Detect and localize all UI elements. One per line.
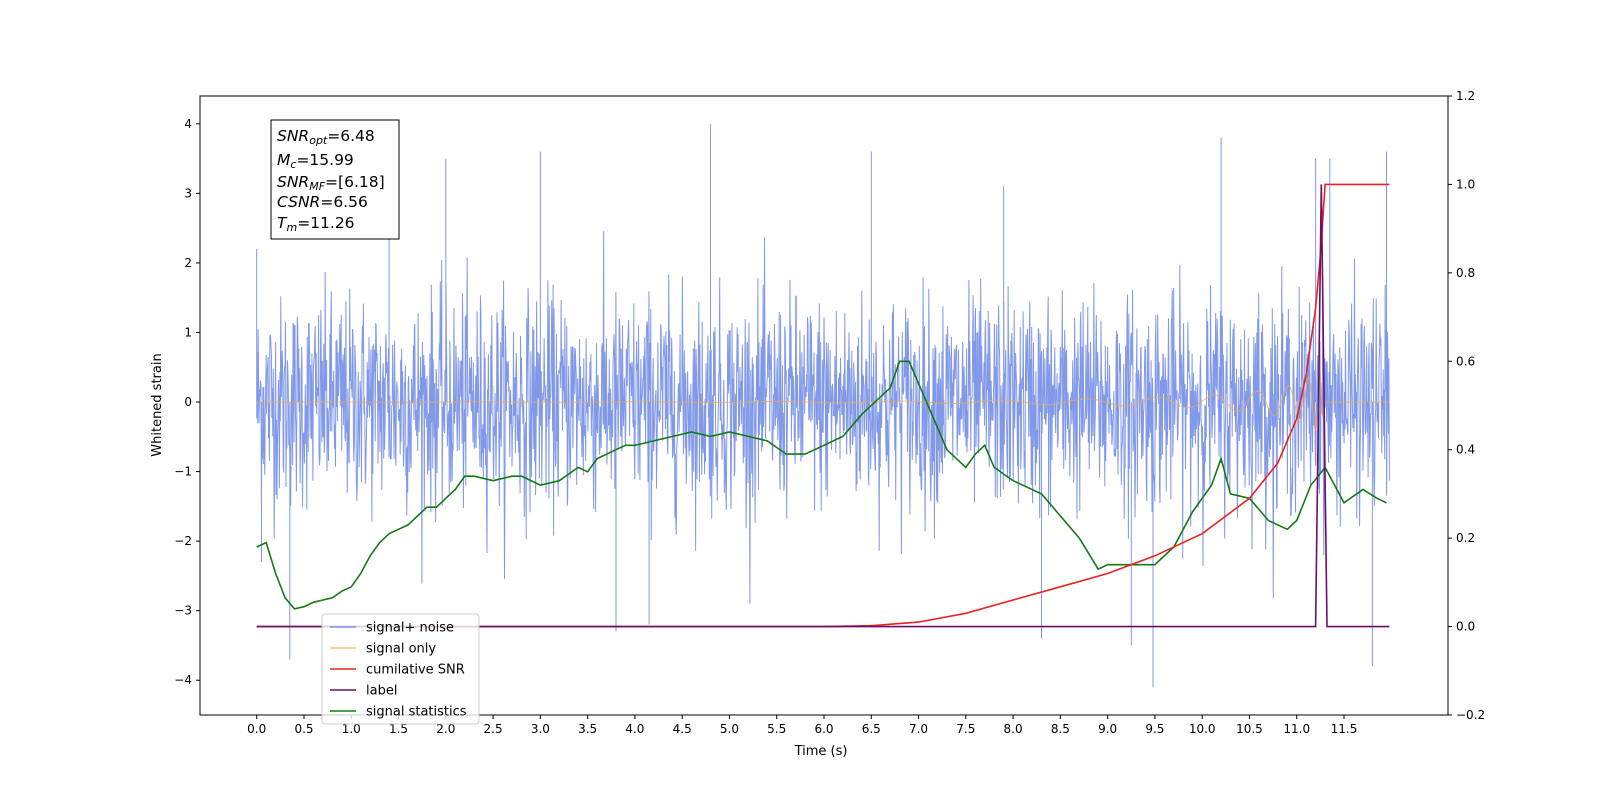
- y-right-axis: 1.2 1.0 0.8 0.6 0.4 0.2 0.0 −0.2: [1448, 89, 1485, 722]
- y-right-tick-label: 0.8: [1456, 266, 1475, 280]
- info-label: SNR: [277, 127, 309, 145]
- series-signal-statistics: [256, 360, 1387, 610]
- x-tick-label: 5.5: [767, 722, 786, 736]
- info-label: CSNR: [277, 193, 320, 211]
- info-label-subscript: opt: [309, 134, 328, 147]
- x-tick-label: 0.5: [294, 722, 313, 736]
- x-tick-label: 6.0: [814, 722, 833, 736]
- y-right-tick-label: 0.2: [1456, 531, 1475, 545]
- info-label: M: [277, 151, 290, 169]
- x-tick-label: 6.5: [862, 722, 881, 736]
- legend-item-label: label: [366, 684, 397, 699]
- series-signal-noise: [256, 123, 1390, 688]
- y-right-tick-label: 0.6: [1456, 354, 1475, 368]
- legend-frame: [321, 613, 480, 725]
- x-tick-label: 2.5: [484, 722, 503, 736]
- y-left-tick-label: −2: [174, 534, 192, 548]
- y-left-tick-label: 4: [184, 117, 192, 131]
- info-box-line: Mc=15.99: [277, 151, 354, 171]
- info-box-line: SNRMF=[6.18]: [277, 173, 385, 193]
- x-tick-label: 10.0: [1189, 722, 1216, 736]
- info-box-line: CSNR=6.56: [277, 193, 368, 211]
- x-tick-label: 3.0: [531, 722, 550, 736]
- y-left-axis: 4 3 2 1 0 −1 −2 −3 −4: [174, 117, 200, 687]
- x-tick-label: 1.5: [389, 722, 408, 736]
- y-left-tick-label: −3: [174, 604, 192, 618]
- info-label-subscript: m: [286, 221, 297, 234]
- info-label: T: [277, 214, 288, 232]
- x-axis-label: Time (s): [794, 744, 848, 759]
- x-axis: 0.0 0.5 1.0 1.5 2.0 2.5 3.0 3.5 4.0 4.5 5.0 5.5 6.0 6…: [247, 715, 1357, 736]
- y-axis-label: Whitened strain: [150, 353, 165, 456]
- series-signal-only: [256, 370, 1390, 432]
- y-left-tick-label: 3: [184, 186, 192, 200]
- x-tick-label: 11.5: [1331, 722, 1358, 736]
- info-label-subscript: MF: [309, 180, 325, 193]
- info-label: SNR: [277, 173, 309, 191]
- y-left-tick-label: 1: [184, 325, 192, 339]
- statistics-series-layer: [256, 183, 1390, 628]
- info-value: =6.56: [320, 193, 368, 211]
- y-right-tick-label: 1.2: [1456, 89, 1475, 103]
- info-label-subscript: c: [290, 158, 296, 171]
- info-value: =15.99: [296, 151, 353, 169]
- series-label: [256, 184, 1390, 628]
- x-tick-label: 1.0: [342, 722, 361, 736]
- x-tick-label: 7.5: [956, 722, 975, 736]
- y-right-tick-label: 1.0: [1456, 177, 1475, 191]
- x-tick-label: 9.0: [1098, 722, 1117, 736]
- info-value: =[6.18]: [325, 173, 385, 191]
- x-tick-label: 11.0: [1283, 722, 1310, 736]
- info-box-line: SNRopt=6.48: [277, 127, 375, 147]
- info-box: SNRopt=6.48Mc=15.99SNRMF=[6.18]CSNR=6.56…: [270, 119, 400, 240]
- info-value: =11.26: [297, 214, 354, 232]
- y-right-tick-label: 0.0: [1456, 620, 1475, 634]
- info-box-frame: [270, 119, 400, 240]
- legend: signal+ noise signal only cumilative SNR la…: [321, 613, 480, 725]
- x-tick-label: 7.0: [909, 722, 928, 736]
- y-left-tick-label: −1: [174, 465, 192, 479]
- legend-item-cumulative-snr: cumilative SNR: [366, 663, 465, 678]
- y-left-tick-label: 0: [184, 395, 192, 409]
- legend-item-signal-only: signal only: [366, 642, 436, 657]
- x-tick-label: 3.5: [578, 722, 597, 736]
- y-right-tick-label: −0.2: [1456, 708, 1485, 722]
- noise-series-layer: [256, 123, 1390, 688]
- info-box-line: Tm=11.26: [277, 214, 355, 234]
- x-tick-label: 0.0: [247, 722, 266, 736]
- x-tick-label: 9.5: [1145, 722, 1164, 736]
- y-left-tick-label: −4: [174, 673, 192, 687]
- x-tick-label: 4.0: [625, 722, 644, 736]
- legend-item-signal-noise: signal+ noise: [366, 621, 454, 636]
- x-tick-label: 10.5: [1236, 722, 1263, 736]
- x-tick-label: 4.5: [673, 722, 692, 736]
- series-cumulative-snr: [256, 183, 1390, 628]
- x-tick-label: 8.0: [1004, 722, 1023, 736]
- legend-item-signal-statistics: signal statistics: [366, 705, 467, 720]
- x-tick-label: 8.5: [1051, 722, 1070, 736]
- x-tick-label: 5.0: [720, 722, 739, 736]
- info-value: =6.48: [327, 127, 375, 145]
- x-tick-label: 2.0: [436, 722, 455, 736]
- signal-only-series-layer: [256, 370, 1390, 432]
- y-left-tick-label: 2: [184, 256, 192, 270]
- y-right-tick-label: 0.4: [1456, 443, 1475, 457]
